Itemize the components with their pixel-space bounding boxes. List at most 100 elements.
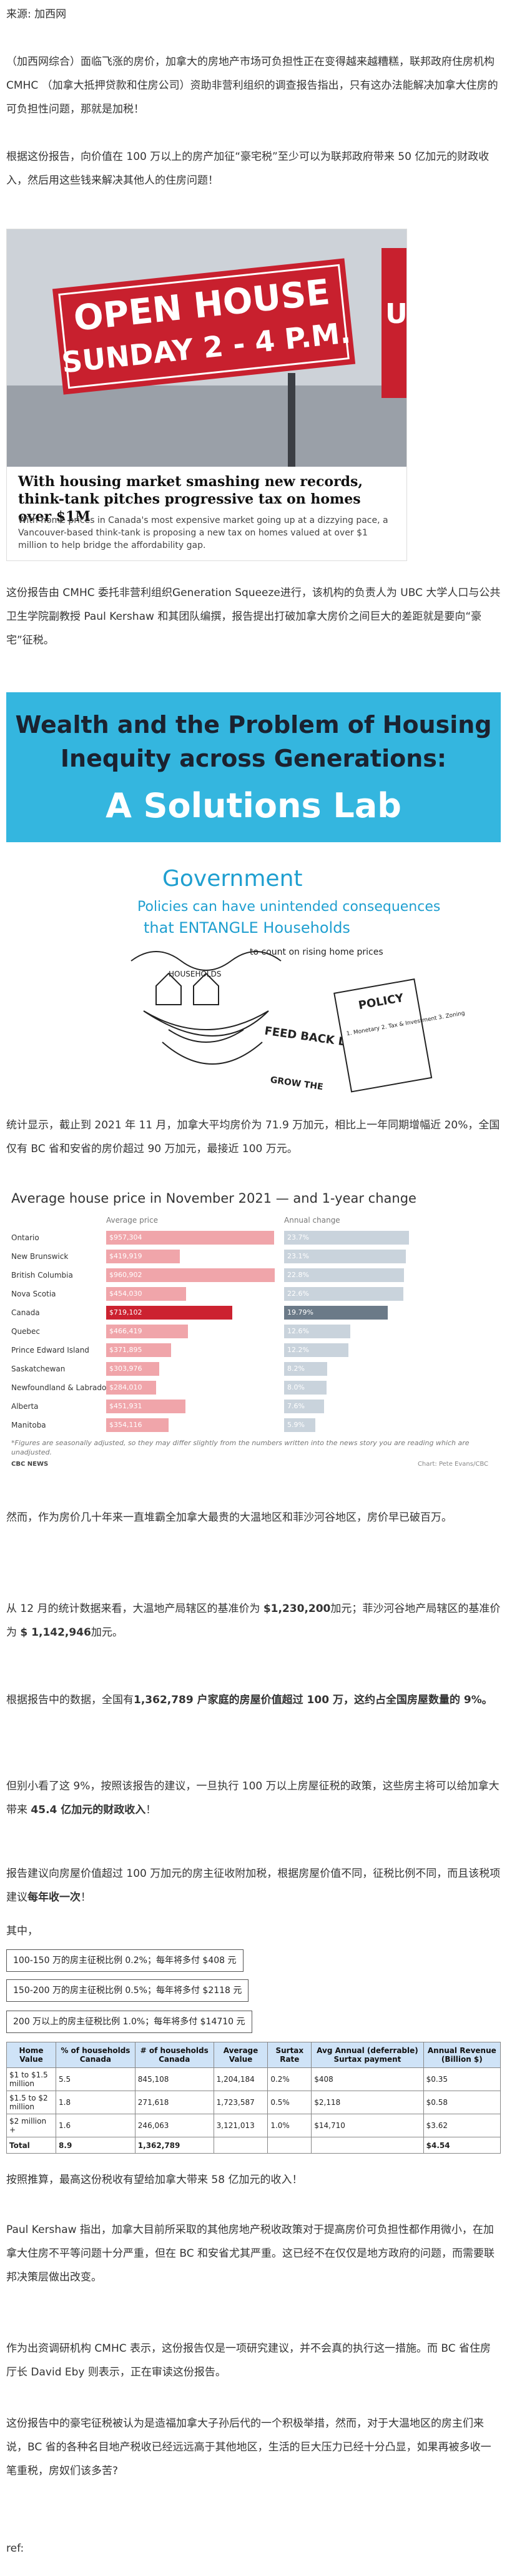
table-header: % of households Canada (56, 2042, 135, 2068)
chart-price-label: $284,010 (109, 1383, 142, 1391)
chart-change-bar: 12.6% (284, 1325, 350, 1338)
chart-price-bar: $454,030 (106, 1287, 186, 1301)
chart-change-label: 22.8% (287, 1271, 309, 1279)
chart-category-label: Canada (11, 1308, 40, 1317)
chart-price-label: $303,976 (109, 1365, 142, 1373)
paragraph-surtax: 报告建议向房屋价值超过 100 万加元的房主征收附加税，根据房屋价值不同，征税比… (6, 1862, 501, 1909)
chart-price-bar: $419,919 (106, 1250, 180, 1263)
sign-partial: UN (385, 298, 406, 330)
chart-category-label: Quebec (11, 1327, 41, 1336)
chart-price-bar: $960,902 (106, 1268, 275, 1282)
table-cell: 0.2% (267, 2067, 312, 2091)
chart-price-label: $957,304 (109, 1233, 142, 1241)
paragraph-generation-squeeze: 这份报告由 CMHC 委托非营利组织Generation Squeeze进行，该… (6, 587, 501, 647)
news-description: With home prices in Canada's most expens… (18, 515, 388, 550)
table-cell: 1.0% (267, 2114, 312, 2137)
table-cell: $2,118 (311, 2091, 424, 2114)
revenue-text-2: ！ (145, 1804, 157, 1816)
surtax-highlight: 每年收一次 (27, 1891, 81, 1904)
chart-change-bar: 7.6% (284, 1400, 324, 1413)
sketch-word-government: Government (162, 866, 303, 892)
table-row: $1 to $1.5 million 5.5 845,108 1,204,184 0.2… (6, 2067, 501, 2091)
benchmark-text-3: 加元。 (91, 1626, 123, 1639)
ref-label: ref: (6, 2542, 24, 2555)
policy-sketch: Government Policies can have unintended … (6, 842, 501, 1111)
chart-change-bar: 22.6% (284, 1287, 403, 1301)
chart-change-bar: 8.2% (284, 1362, 327, 1376)
paragraph-vancouver: 然而，作为房价几十年来一直堆霸全加拿大最贵的大温地区和菲沙河谷地区，房价早已破百… (6, 1511, 452, 1524)
revenue-text-1: 但别小看了这 9%，按照该报告的建议，一旦执行 100 万以上房屋征税的政策，这… (6, 1780, 500, 1816)
solutions-lab-banner: Wealth and the Problem of Housing Inequi… (6, 692, 501, 842)
chart-change-label: 5.9% (287, 1421, 305, 1429)
table-cell: 8.9 (56, 2137, 135, 2154)
table-cell: 1.6 (56, 2114, 135, 2137)
benchmark-fv: $ 1,142,946 (20, 1626, 91, 1639)
chart-change-label: 8.0% (287, 1383, 305, 1391)
chart-category-label: Manitoba (11, 1421, 46, 1430)
chart-col-price: Average price (106, 1216, 158, 1225)
chart-price-bar: $371,895 (106, 1343, 171, 1357)
table-cell: $0.35 (423, 2067, 501, 2091)
banner-line3: A Solutions Lab (106, 786, 401, 825)
chart-change-bar: 8.0% (284, 1381, 327, 1395)
chart-price-label: $719,102 (109, 1308, 142, 1316)
paragraph-kershaw: Paul Kershaw 指出，加拿大目前所采取的其他房地产税收政策对于提高房价… (6, 2224, 495, 2284)
table-header: Home Value (6, 2042, 57, 2068)
chart-category-label: Prince Edward Island (11, 1346, 89, 1355)
table-cell: 3,121,013 (213, 2114, 268, 2137)
tier-box-3: 200 万以上的房主征税比例 1.0%；每年将多付 $14710 元 (6, 2011, 252, 2033)
news-headline[interactable]: With housing market smashing new records… (18, 474, 363, 525)
table-cell: 1.8 (56, 2091, 135, 2114)
table-header: Avg Annual (deferrable) Surtax payment (311, 2042, 424, 2068)
table-cell: $0.58 (423, 2091, 501, 2114)
chart-price-label: $451,931 (109, 1402, 142, 1410)
table-cell: 246,063 (134, 2114, 214, 2137)
house-price-chart: Average house price in November 2021 — a… (6, 1188, 501, 1482)
surtax-text-1: 报告建议向房屋价值超过 100 万加元的房主征收附加税，根据房屋价值不同，征税比… (6, 1867, 501, 1904)
table-cell (311, 2137, 424, 2154)
households-highlight: 1,362,789 户家庭的房屋价值超过 100 万，这约占全国房屋数量的 9%… (134, 1694, 493, 1706)
chart-change-label: 8.2% (287, 1365, 305, 1373)
source-line: 来源: 加西网 (6, 8, 67, 21)
chart-category-label: British Columbia (11, 1271, 73, 1280)
revenue-highlight: 45.4 亿加元的财政收入 (31, 1804, 146, 1816)
table-cell: $1 to $1.5 million (6, 2067, 57, 2091)
chart-change-label: 12.6% (287, 1327, 309, 1335)
chart-category-label: Nova Scotia (11, 1290, 56, 1298)
chart-price-bar: $303,976 (106, 1362, 159, 1376)
chart-change-bar: 23.7% (284, 1231, 409, 1245)
chart-price-bar: $719,102 (106, 1306, 232, 1320)
table-cell: $2 million + (6, 2114, 57, 2137)
table-header: Average Value (213, 2042, 268, 2068)
table-row: $2 million +1.6 246,063 3,121,013 1.0% $14,7… (6, 2114, 501, 2137)
table-cell: $408 (311, 2067, 424, 2091)
table-cell: $14,710 (311, 2114, 424, 2137)
open-house-photo: OPEN HOUSE SUNDAY 2 - 4 P.M. UN (7, 229, 406, 467)
paragraph-stats: 统计显示，截止到 2021 年 11 月，加拿大平均房价为 71.9 万加元，相… (6, 1119, 500, 1155)
table-row: Total 8.9 1,362,789 $4.54 (6, 2137, 501, 2154)
chart-category-label: Saskatchewan (11, 1365, 66, 1373)
table-cell (267, 2137, 312, 2154)
chart-category-label: Ontario (11, 1233, 39, 1242)
chart-footnote: *Figures are seasonally adjusted, so the… (11, 1439, 470, 1456)
chart-price-label: $454,030 (109, 1290, 142, 1298)
chart-change-bar: 19.79% (284, 1306, 388, 1320)
news-card[interactable]: OPEN HOUSE SUNDAY 2 - 4 P.M. UN With hou… (6, 229, 407, 561)
table-cell: $3.62 (423, 2114, 501, 2137)
table-cell: 0.5% (267, 2091, 312, 2114)
benchmark-text-1: 从 12 月的统计数据来看，大温地产局辖区的基准价为 (6, 1603, 263, 1615)
chart-price-label: $466,419 (109, 1327, 142, 1335)
paragraph-report: 根据这份报告，向价值在 100 万以上的房产加征“豪宅税”至少可以为联邦政府带来… (6, 151, 490, 187)
table-header: Annual Revenue (Billion $) (423, 2042, 501, 2068)
banner-line2: Inequity across Generations: (60, 745, 447, 772)
chart-price-label: $371,895 (109, 1346, 142, 1354)
chart-change-label: 22.6% (287, 1290, 309, 1298)
table-cell: $4.54 (423, 2137, 501, 2154)
table-cell: 271,618 (134, 2091, 214, 2114)
table-row: $1.5 to $2 million 1.8 271,618 1,723,587 0.5… (6, 2091, 501, 2114)
table-cell (213, 2137, 268, 2154)
chart-price-bar: $957,304 (106, 1231, 274, 1245)
table-cell: 1,362,789 (134, 2137, 214, 2154)
paragraph-among: 其中， (6, 1925, 38, 1937)
chart-price-bar: $284,010 (106, 1381, 156, 1395)
